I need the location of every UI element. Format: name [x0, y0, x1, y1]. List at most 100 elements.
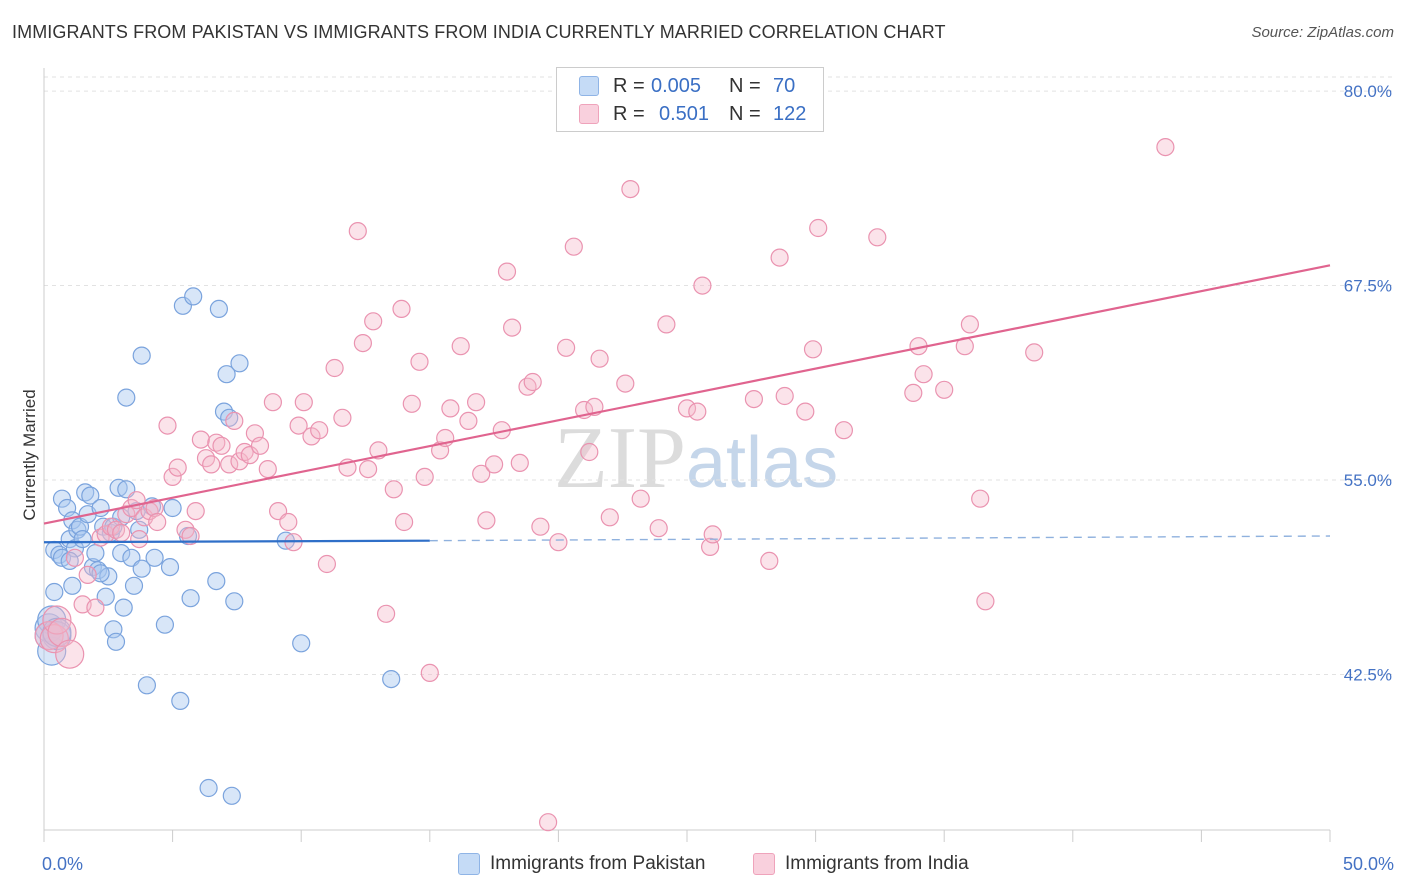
- y-tick-label: 55.0%: [1344, 471, 1392, 490]
- india-point: [235, 442, 254, 462]
- pakistan-point: [50, 545, 69, 564]
- pakistan-point: [76, 483, 95, 502]
- india-point: [353, 334, 372, 353]
- pakistan-point: [137, 676, 156, 695]
- pakistan-point: [132, 559, 151, 578]
- india-point: [549, 533, 568, 552]
- tick-labels: 42.5% 55.0% 67.5% 80.0% 0.0% 50.0%: [42, 82, 1394, 874]
- india-point: [497, 262, 517, 281]
- y-tick-label: 80.0%: [1344, 82, 1392, 101]
- india-point: [621, 180, 640, 199]
- pakistan-point: [155, 615, 174, 634]
- india-point: [279, 512, 298, 532]
- y-tick-label: 42.5%: [1344, 665, 1392, 684]
- india-point: [834, 421, 854, 440]
- india-point: [868, 228, 887, 247]
- india-point: [207, 433, 226, 452]
- india-point: [616, 374, 635, 393]
- pakistan-point: [106, 632, 126, 651]
- india-point: [263, 393, 282, 412]
- pakistan-point: [207, 571, 226, 591]
- india-point: [796, 402, 815, 421]
- pakistan-point: [181, 589, 200, 608]
- pakistan-point: [114, 598, 133, 617]
- pakistan-point: [171, 691, 190, 711]
- pakistan-point: [117, 388, 136, 407]
- india-point: [971, 489, 990, 508]
- watermark-atlas: atlas: [686, 423, 839, 503]
- india-point: [415, 467, 434, 486]
- legend-swatch-india: [579, 104, 599, 124]
- india-point: [377, 604, 396, 623]
- india-point: [359, 460, 378, 479]
- india-point: [523, 372, 542, 392]
- india-point: [693, 276, 712, 295]
- trend-lines: [43, 264, 1331, 544]
- india-point: [202, 455, 221, 474]
- india-point: [564, 237, 583, 256]
- pakistan-point: [88, 561, 108, 580]
- pakistan-point: [109, 478, 128, 497]
- legend-n-value-india: 122: [773, 102, 807, 125]
- pakistan-point: [230, 354, 249, 373]
- legend-row-india: R = 0.501 N = 122: [579, 100, 806, 128]
- india-point: [55, 639, 85, 669]
- india-point: [230, 452, 249, 471]
- india-point: [760, 551, 779, 571]
- india-point: [186, 502, 205, 521]
- bottom-legend-pakistan: Immigrants from Pakistan: [458, 852, 705, 876]
- india-point: [1025, 343, 1044, 362]
- y-axis-label: Currently Married: [20, 389, 39, 520]
- india-point: [47, 617, 77, 648]
- india-point: [485, 455, 504, 474]
- india-point: [168, 458, 187, 477]
- india-point: [809, 218, 828, 238]
- india-point: [402, 394, 421, 413]
- india-point: [34, 620, 64, 651]
- pakistan-points: [34, 287, 401, 805]
- india-point: [289, 416, 308, 435]
- india-point: [181, 526, 200, 546]
- legend-n-label: N =: [729, 102, 761, 125]
- legend-n-value-pakistan: 70: [773, 74, 796, 97]
- india-point: [649, 519, 668, 538]
- india-point: [904, 383, 923, 402]
- india-point: [163, 467, 182, 486]
- india-point: [240, 446, 259, 465]
- bottom-legend-label-pakistan: Immigrants from Pakistan: [490, 853, 706, 874]
- india-points: [34, 138, 1175, 832]
- bottom-legend-india: Immigrants from India: [753, 852, 969, 876]
- india-point: [325, 358, 344, 378]
- india-point: [744, 390, 764, 409]
- india-point: [703, 525, 722, 544]
- pakistan-point: [225, 592, 244, 611]
- pakistan-point: [124, 576, 144, 595]
- trend-line-india: [43, 264, 1331, 525]
- india-point: [65, 548, 85, 567]
- legend-swatch-pakistan: [579, 76, 599, 96]
- pakistan-point: [45, 582, 64, 602]
- india-point: [775, 386, 794, 406]
- chart-title: IMMIGRANTS FROM PAKISTAN VS IMMIGRANTS F…: [12, 22, 946, 42]
- correlation-legend: R = 0.005 N = 70 R = 0.501 N = 122: [556, 67, 824, 132]
- india-point: [420, 663, 439, 683]
- india-point: [467, 393, 486, 412]
- india-point: [477, 511, 496, 530]
- bottom-legend-swatch-india: [753, 853, 775, 875]
- trend-line-pakistan: [43, 539, 430, 544]
- pakistan-point: [217, 365, 236, 384]
- india-point: [590, 349, 609, 368]
- india-point: [220, 455, 239, 474]
- trend-line-pakistan-extension: [429, 535, 1331, 542]
- pakistan-point: [222, 786, 241, 805]
- india-point: [914, 365, 933, 384]
- india-point: [976, 592, 995, 611]
- india-point: [451, 337, 470, 356]
- pakistan-point: [68, 520, 87, 539]
- india-point: [101, 517, 121, 536]
- india-point: [78, 565, 97, 585]
- india-point: [960, 315, 980, 334]
- india-point: [86, 598, 105, 617]
- pakistan-point: [60, 551, 79, 571]
- pakistan-point: [292, 634, 311, 653]
